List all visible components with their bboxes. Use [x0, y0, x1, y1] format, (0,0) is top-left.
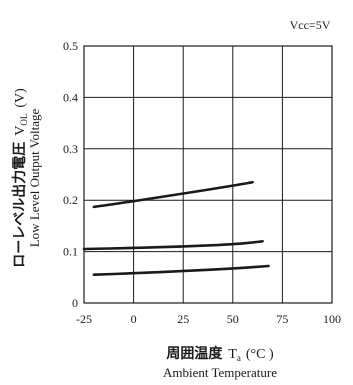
- x-tick-label: -25: [76, 312, 92, 326]
- grid: [83, 45, 333, 304]
- y-axis-title-jp: ローレベル出力電圧: [11, 142, 28, 268]
- y-tick-label: 0.1: [63, 245, 78, 259]
- svg-text:ローレベル出力電圧VOL(V): ローレベル出力電圧 VOL (V): [11, 88, 29, 268]
- x-tick-labels: -25 0 25 50 75 100: [76, 312, 341, 326]
- x-axis-unit: (°C ): [246, 347, 274, 362]
- x-axis-title-jp: 周囲温度: [166, 345, 223, 362]
- x-tick-label: 50: [227, 312, 239, 326]
- condition-annotation: Vcc=5V: [290, 18, 331, 32]
- y-tick-label: 0.4: [63, 90, 78, 104]
- series-line-3: [92, 264, 270, 276]
- x-tick-label: 100: [323, 312, 341, 326]
- series-line-1: [92, 180, 254, 209]
- x-axis-symbol: T: [228, 347, 237, 362]
- y-tick-label: 0.2: [63, 193, 78, 207]
- plot-frame: [83, 45, 333, 304]
- y-axis-title-en: Low Level Output Voltage: [27, 109, 42, 248]
- x-tick-label: 75: [276, 312, 288, 326]
- x-tick-label: 0: [131, 312, 137, 326]
- x-axis-symbol-sub: a: [237, 353, 241, 363]
- y-axis-title: ローレベル出力電圧 VOL (V) Low Level Output Voltage: [11, 88, 42, 268]
- y-axis-symbol-sub: OL: [19, 114, 29, 126]
- x-tick-label: 25: [177, 312, 189, 326]
- y-axis-symbol: V: [13, 126, 28, 136]
- y-tick-label: 0.3: [63, 142, 78, 156]
- series-group: [82, 180, 270, 276]
- series-line-2: [82, 240, 264, 251]
- y-tick-label: 0: [72, 296, 78, 310]
- y-tick-labels: 0 0.1 0.2 0.3 0.4 0.5: [63, 39, 78, 310]
- y-axis-unit: (V): [13, 88, 28, 108]
- x-axis-title-en: Ambient Temperature: [163, 365, 277, 380]
- x-axis-title: 周囲温度 Ta (°C ) Ambient Temperature: [163, 345, 277, 380]
- y-tick-label: 0.5: [63, 39, 78, 53]
